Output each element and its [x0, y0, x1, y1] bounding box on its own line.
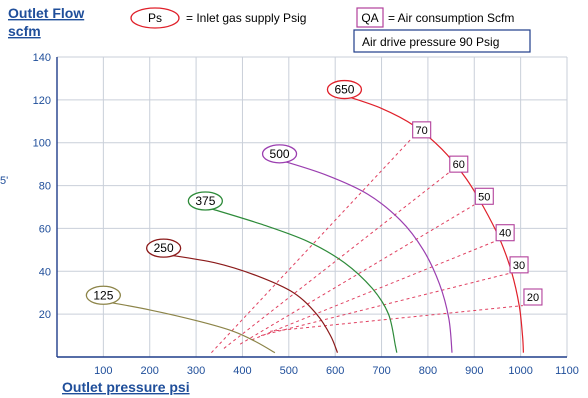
qa-line-20: [270, 305, 524, 332]
ps-label-text-250: 250: [154, 241, 174, 255]
qa-line-30: [260, 272, 510, 337]
ps-legend-symbol: Ps: [148, 11, 162, 25]
qa-label-text-40: 40: [499, 228, 511, 240]
qa-label-text-50: 50: [478, 191, 490, 203]
qa-box-20: [523, 288, 543, 306]
axes: [56, 57, 567, 358]
ps-ellipse-650: [326, 79, 363, 100]
x-tick-label: 300: [187, 365, 205, 377]
y-tick-label: 40: [39, 266, 51, 278]
qa-box-30: [509, 256, 529, 274]
grid: [57, 56, 568, 357]
qa-label-text-70: 70: [416, 125, 428, 137]
qa-label-60: 60: [449, 155, 469, 173]
ps-ellipse-500: [261, 144, 298, 164]
series-line-650: [344, 95, 524, 353]
x-tick-label: 900: [465, 365, 483, 377]
ps-label-text-125: 125: [93, 288, 113, 302]
qa-label-50: 50: [474, 187, 494, 205]
ps-label-text-650: 650: [334, 83, 354, 97]
ps-label-375: 375: [187, 191, 224, 211]
ps-ellipse-375: [187, 191, 224, 211]
qa-label-40: 40: [495, 224, 515, 242]
ps-label-250: 250: [145, 238, 182, 258]
qa-line-60: [223, 172, 450, 349]
qa-legend-symbol: QA: [361, 11, 378, 25]
qa-legend-box: [356, 7, 384, 28]
qa-box-70: [412, 121, 432, 139]
x-axis-title: Outlet pressure psi: [62, 379, 190, 395]
y-axis-title-line2: scfm: [8, 23, 41, 39]
series-line-375: [205, 206, 398, 353]
x-tick-label: 500: [280, 365, 298, 377]
y-tick-label: 80: [39, 181, 51, 193]
x-tick-label: 1000: [508, 365, 532, 377]
qa-label-text-30: 30: [513, 260, 525, 272]
qa-label-70: 70: [412, 121, 432, 139]
ps-label-text-500: 500: [270, 147, 290, 161]
qa-box-50: [474, 187, 494, 205]
series-line-125: [103, 300, 276, 354]
y-tick-label: 60: [39, 223, 51, 235]
qa-label-text-60: 60: [453, 159, 465, 171]
x-tick-label: 800: [419, 365, 437, 377]
x-tick-label: 600: [326, 365, 344, 377]
air-drive-text: Air drive pressure 90 Psig: [362, 35, 499, 49]
ps-ellipse-250: [145, 238, 182, 258]
x-tick-label: 700: [372, 365, 390, 377]
y-tick-label: 20: [39, 309, 51, 321]
qa-labels: 70 60 50 40 30 20: [412, 121, 543, 306]
ps-label-125: 125: [85, 285, 122, 305]
x-tick-label: 400: [233, 365, 251, 377]
x-tick-label: 200: [141, 365, 159, 377]
ps-legend-text: = Inlet gas supply Psig: [186, 11, 306, 25]
y-tick-label: 120: [33, 95, 51, 107]
qa-label-text-20: 20: [527, 292, 539, 304]
ps-label-650: 650: [326, 79, 363, 100]
qa-box-60: [449, 155, 469, 173]
y-axis-title-line1: Outlet Flow: [8, 5, 84, 21]
y-tick-label: 140: [33, 52, 51, 64]
series-line-500: [279, 159, 453, 353]
tick-labels: 100 200 300 400 500 600 700 800 900 1000 1100 20 40 6…: [33, 52, 579, 377]
qa-line-50: [239, 204, 475, 345]
qa-label-20: 20: [523, 288, 543, 306]
air-drive-box: [353, 29, 531, 53]
x-tick-label: 100: [94, 365, 112, 377]
series-curves: [103, 95, 524, 354]
ps-ellipse-125: [85, 285, 122, 305]
qa-legend-text: = Air consumption Scfm: [388, 11, 514, 25]
ps-label-text-375: 375: [195, 194, 215, 208]
y-tick-label: 100: [33, 138, 51, 150]
series-line-250: [163, 253, 339, 353]
ps-labels: 125 250 375 500 650: [85, 79, 363, 305]
qa-label-30: 30: [509, 256, 529, 274]
ps-legend-ellipse: [130, 7, 180, 29]
x-tick-label: 1100: [555, 365, 579, 377]
qa-line-40: [251, 240, 496, 341]
qa-box-40: [495, 224, 515, 242]
qa-line-70: [211, 138, 413, 354]
air-consumption-lines: [211, 138, 524, 354]
ps-label-500: 500: [261, 144, 298, 164]
stray-label: 5': [0, 175, 8, 187]
